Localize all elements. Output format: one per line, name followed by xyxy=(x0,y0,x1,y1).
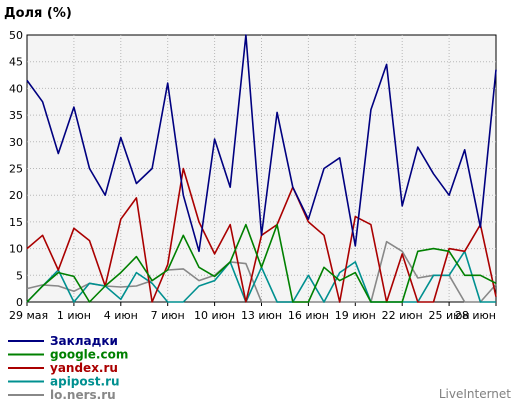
grid xyxy=(27,35,496,302)
x-tick-label: 22 июн xyxy=(382,309,423,322)
series-line-Закладки xyxy=(26,34,497,253)
legend-label: yandex.ru xyxy=(50,361,118,375)
y-tick-label: 25 xyxy=(9,163,23,176)
legend-label: lo.ners.ru xyxy=(50,388,116,402)
y-tick-label: 10 xyxy=(9,243,23,256)
y-tick-label: 20 xyxy=(9,189,23,202)
legend-label: google.com xyxy=(50,348,128,362)
x-tick-label: 13 июн xyxy=(241,309,282,322)
legend: Закладкиgoogle.comyandex.ruapipost.rulo.… xyxy=(8,334,128,402)
x-tick-label: 16 июн xyxy=(288,309,329,322)
y-axis: 0 5 10 15 20 25 30 35 40 45 50 xyxy=(9,29,23,309)
legend-label: apipost.ru xyxy=(50,375,120,389)
y-tick-label: 45 xyxy=(9,56,23,69)
x-tick-label: 10 июн xyxy=(194,309,235,322)
x-tick-label: 19 июн xyxy=(335,309,376,322)
x-axis: 29 мая 1 июн 4 июн 7 июн 10 июн 13 июн 16 июн 1… xyxy=(9,302,497,322)
y-tick-label: 50 xyxy=(9,29,23,42)
chart-title: Доля (%) xyxy=(4,6,72,21)
series-line-google.com xyxy=(26,223,497,303)
y-tick-label: 40 xyxy=(9,82,23,95)
x-tick-label: 7 июн xyxy=(151,309,185,322)
y-tick-label: 30 xyxy=(9,136,23,149)
legend-label: Закладки xyxy=(50,334,118,348)
watermark: LiveInternet xyxy=(439,387,511,401)
x-tick-label: 1 июн xyxy=(57,309,91,322)
x-tick-label: 4 июн xyxy=(104,309,138,322)
y-tick-label: 5 xyxy=(16,269,23,282)
x-tick-label: 29 мая xyxy=(9,309,48,322)
series-lines xyxy=(26,34,497,303)
x-tick-label: 25 июн xyxy=(429,309,470,322)
y-tick-label: 35 xyxy=(9,109,23,122)
y-tick-label: 15 xyxy=(9,216,23,229)
x-tick-label: 28 июн xyxy=(455,309,496,322)
y-tick-label: 0 xyxy=(16,296,23,309)
